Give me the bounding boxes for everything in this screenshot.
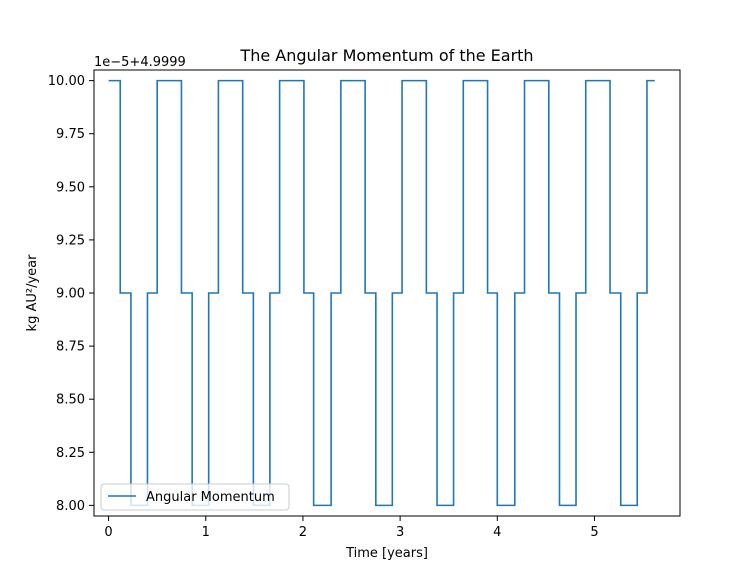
legend-label: Angular Momentum bbox=[146, 490, 275, 505]
x-tick-label: 3 bbox=[396, 525, 404, 540]
plot-frame bbox=[93, 69, 681, 517]
y-tick-label: 8.00 bbox=[56, 499, 85, 514]
legend-box bbox=[100, 483, 290, 511]
y-axis-label: kg AU²/year bbox=[25, 254, 40, 332]
y-axis-ticks: 8.00 8.25 8.50 8.75 9.00 9.25 9.50 9.75 10.00 bbox=[48, 74, 94, 514]
x-tick-label: 0 bbox=[104, 525, 112, 540]
y-tick-label: 9.25 bbox=[56, 233, 85, 248]
x-tick-label: 5 bbox=[590, 525, 598, 540]
y-offset-text: 1e−5+4.9999 bbox=[94, 55, 186, 70]
y-tick-label: 9.00 bbox=[56, 287, 85, 302]
x-axis-label: Time [years] bbox=[345, 546, 428, 561]
x-axis-ticks: 0 1 2 3 4 5 bbox=[104, 516, 599, 540]
x-tick-label: 1 bbox=[202, 525, 210, 540]
y-tick-label: 10.00 bbox=[48, 74, 85, 89]
x-tick-label: 4 bbox=[493, 525, 501, 540]
x-tick-label: 2 bbox=[299, 525, 307, 540]
y-tick-label: 9.50 bbox=[56, 180, 85, 195]
y-tick-label: 8.25 bbox=[56, 446, 85, 461]
chart-title: The Angular Momentum of the Earth bbox=[239, 46, 533, 65]
y-tick-label: 8.50 bbox=[56, 393, 85, 408]
legend: Angular Momentum bbox=[100, 483, 290, 511]
y-tick-label: 9.75 bbox=[56, 127, 85, 142]
y-tick-label: 8.75 bbox=[56, 340, 85, 355]
